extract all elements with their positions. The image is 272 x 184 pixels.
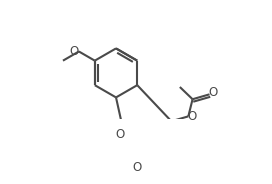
Text: O: O — [70, 45, 79, 58]
Text: O: O — [132, 161, 142, 174]
Text: O: O — [208, 86, 217, 99]
Text: O: O — [188, 111, 197, 123]
Text: O: O — [115, 128, 124, 141]
